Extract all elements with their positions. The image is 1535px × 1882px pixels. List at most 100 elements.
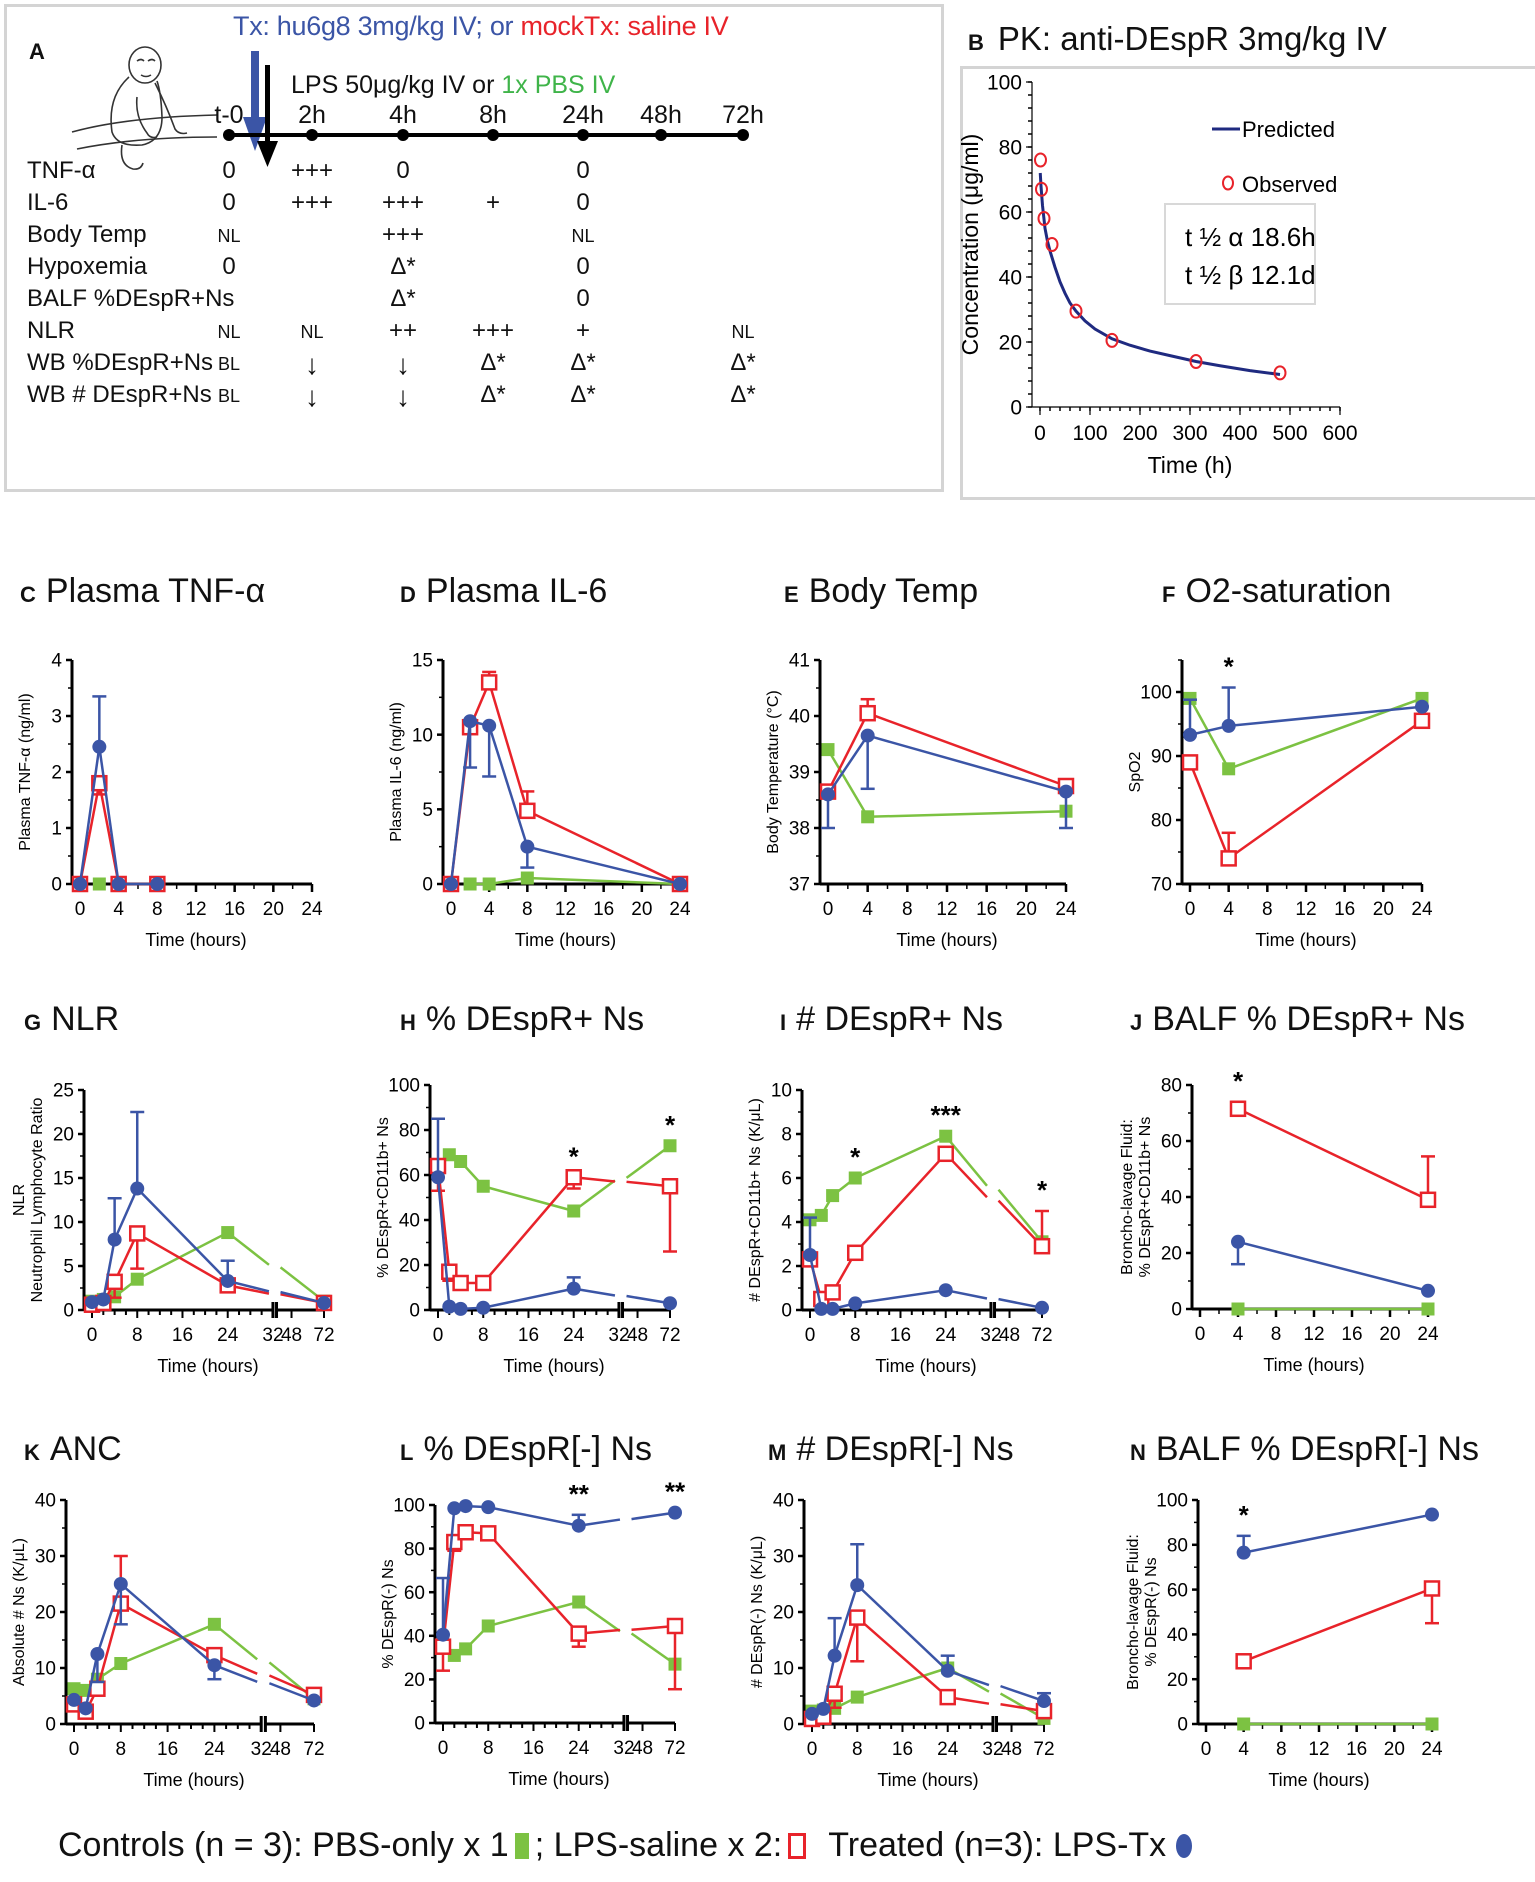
- panel-title-n: N BALF % DEspR[-] Ns: [1130, 1430, 1479, 1469]
- panel-title-text: ANC: [49, 1430, 122, 1468]
- x-tick-label: 8: [478, 1325, 489, 1346]
- y-tick-label: 5: [422, 800, 433, 821]
- x-tick-label: 48: [632, 1738, 653, 1759]
- y-tick-label: 40: [35, 1491, 56, 1512]
- y-tick-label: 20: [53, 1125, 74, 1146]
- timepoint-label: t-0: [214, 101, 244, 129]
- saline-marker: [848, 1609, 866, 1626]
- x-tick-label: 0: [1034, 422, 1046, 445]
- series-line: [441, 1508, 456, 1635]
- timepoint-dot: [487, 129, 499, 141]
- x-axis-label: Time (hours): [896, 930, 997, 950]
- x-tick-label: 0: [823, 899, 834, 920]
- treatment-label: Tx: hu6g8 3mg/kg IV; or mockTx: saline I…: [233, 11, 729, 41]
- x-tick-label: 16: [518, 1325, 539, 1346]
- tx-marker: [816, 1701, 831, 1716]
- tx-marker: [1425, 1507, 1439, 1522]
- y-axis-label: SpO2: [1127, 751, 1144, 792]
- pbs-marker: [459, 1642, 473, 1656]
- legend-tx-swatch-icon: [1176, 1833, 1193, 1858]
- y-tick-label: 41: [789, 651, 810, 672]
- panel-title-text: Plasma IL-6: [425, 572, 608, 610]
- y-axis-label: Plasma TNF-α (ng/ml): [17, 693, 34, 850]
- saline-marker: [565, 1169, 582, 1186]
- tx-arrow-icon: [251, 51, 259, 121]
- legend: Controls (n = 3): PBS-only x 1 ; LPS-sal…: [58, 1826, 1198, 1865]
- saline-marker: [434, 1638, 452, 1655]
- y-axis-label: # DEspR(-) Ns (K/μL): [749, 1536, 766, 1688]
- tx-marker: [458, 1499, 473, 1514]
- series-line: [487, 1532, 580, 1635]
- x-tick-label: 8: [1262, 899, 1273, 920]
- timepoint-dot: [655, 129, 667, 141]
- series-line: [487, 725, 529, 848]
- x-tick-label: 8: [852, 1739, 863, 1760]
- x-tick-label: 16: [172, 1325, 193, 1346]
- pbs-marker: [1425, 1717, 1439, 1731]
- series-line: [1237, 1240, 1429, 1293]
- saline-marker: [479, 1525, 497, 1542]
- series-line: [947, 1669, 990, 1687]
- series-line: [102, 1239, 116, 1300]
- panel-title-j: J BALF % DEspR+ Ns: [1130, 1000, 1465, 1039]
- x-axis-label: Time (hours): [143, 1770, 244, 1790]
- series-line: [833, 1617, 859, 1695]
- series-line: [998, 1297, 1043, 1310]
- tx-marker: [673, 877, 687, 891]
- row-label: BALF %DEspR+Ns: [27, 285, 235, 312]
- y-tick-label: 4: [781, 1213, 792, 1234]
- y-tick-label: 0: [1171, 1300, 1182, 1321]
- y-tick-label: 38: [789, 819, 810, 840]
- grid-cell: Δ*: [730, 381, 756, 408]
- tx-marker: [803, 1248, 817, 1262]
- predicted-curve: [1038, 172, 1281, 376]
- observed-point: [1105, 332, 1119, 348]
- grid-cell: Δ*: [390, 285, 416, 312]
- x-tick-label: 200: [1122, 422, 1157, 445]
- halflife-box: [1164, 203, 1316, 305]
- pbs-marker: [1237, 1717, 1251, 1731]
- chart-b: 0 20 40 60 80 100 0 100 200 300 400 500 600 Time (h) C…: [957, 71, 1358, 478]
- y-tick-label: 100: [393, 1496, 425, 1517]
- tx-marker: [827, 1648, 842, 1663]
- panel-letter: J: [1130, 1010, 1143, 1035]
- grid-cell: 0: [576, 189, 590, 216]
- saline-marker: [1235, 1653, 1252, 1670]
- y-tick-label: 6: [781, 1169, 792, 1190]
- timepoint-label: 8h: [479, 101, 507, 129]
- y-tick-label: 3: [51, 707, 62, 728]
- series-line: [78, 746, 101, 885]
- x-tick-label: 20: [1373, 899, 1394, 920]
- x-tick-label: 16: [1341, 1324, 1362, 1345]
- series-line: [1227, 719, 1423, 860]
- significance-mark: **: [569, 1479, 590, 1509]
- series-line: [213, 1623, 258, 1661]
- tx-marker: [663, 1296, 677, 1311]
- y-tick-label: 0: [1010, 396, 1022, 419]
- x-tick-label: 16: [157, 1739, 178, 1760]
- tx-marker: [111, 877, 126, 891]
- series-line: [136, 1187, 229, 1282]
- x-tick-label: 300: [1172, 422, 1207, 445]
- tx-marker: [481, 1500, 496, 1515]
- pbs-marker: [1421, 1302, 1435, 1316]
- row-label: TNF-α: [27, 157, 96, 184]
- x-tick-label: 12: [936, 899, 957, 920]
- saline-marker: [128, 1225, 146, 1242]
- tx-marker: [805, 1706, 819, 1721]
- y-tick-label: 80: [999, 136, 1022, 159]
- x-tick-label: 0: [805, 1325, 816, 1346]
- saline-marker: [89, 1680, 106, 1697]
- saline-marker: [859, 704, 876, 722]
- x-tick-label: 12: [185, 899, 206, 920]
- grid-cell: +++: [381, 221, 425, 248]
- x-tick-label: 20: [263, 899, 284, 920]
- y-tick-label: 4: [51, 651, 62, 672]
- y-tick-label: 10: [412, 725, 433, 746]
- series-line: [854, 1135, 947, 1180]
- x-tick-label: 72: [303, 1739, 324, 1760]
- y-tick-label: 80: [1167, 1535, 1188, 1556]
- x-tick-label: 24: [204, 1739, 226, 1760]
- series-line: [449, 721, 472, 885]
- series-line: [856, 1666, 949, 1699]
